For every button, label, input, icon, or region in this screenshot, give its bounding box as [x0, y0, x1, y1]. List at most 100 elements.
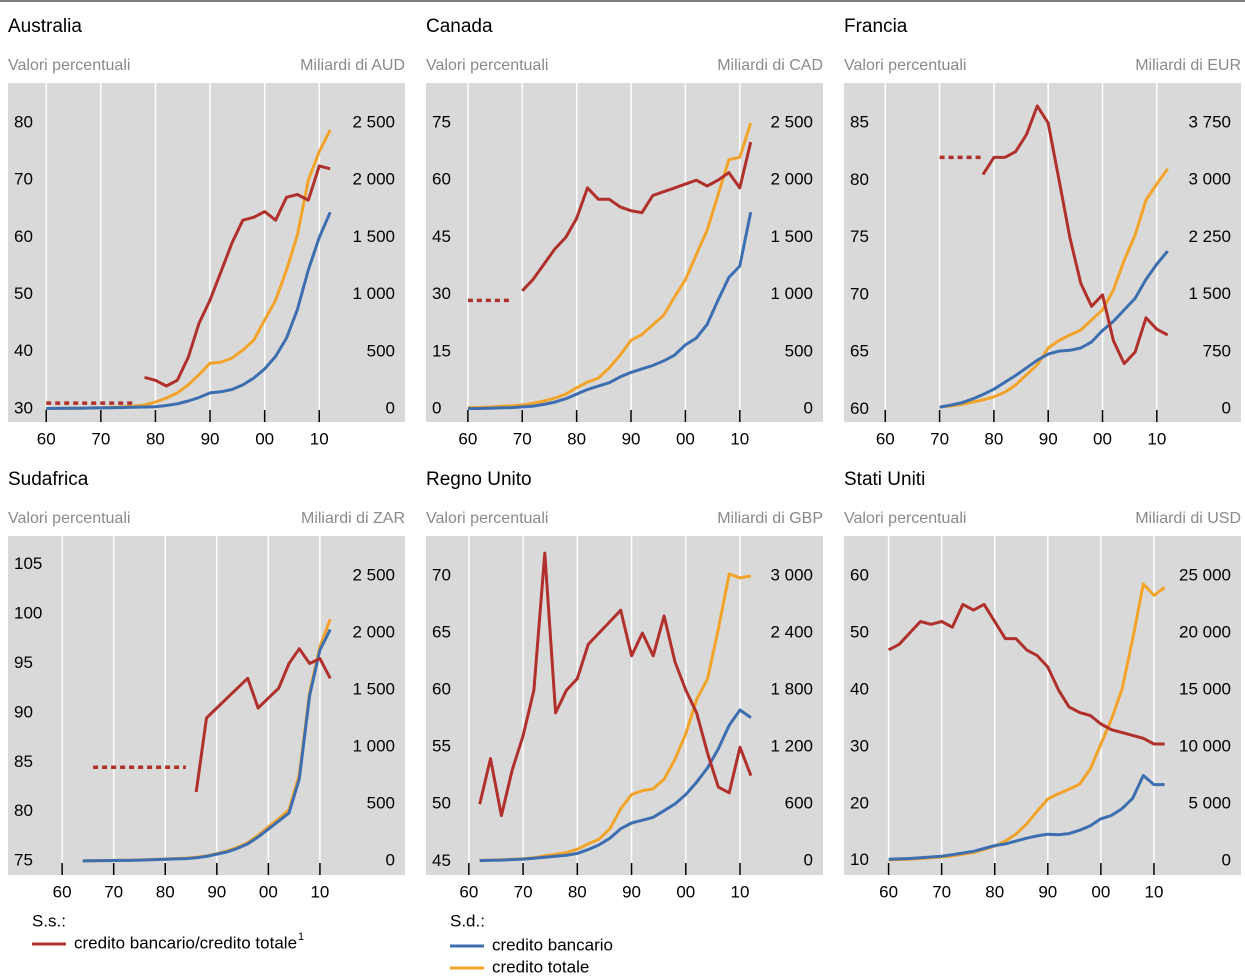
y2-tick-label: 1 000 [770, 284, 813, 303]
y-tick-label: 50 [14, 284, 33, 303]
panel-title: Australia [8, 16, 82, 37]
x-tick-label: 80 [568, 882, 587, 901]
y-axis-label: Valori percentuali [426, 57, 548, 74]
x-tick-label: 10 [310, 429, 329, 448]
y2-tick-label: 600 [785, 794, 813, 813]
x-tick-label: 60 [459, 882, 478, 901]
y2-tick-label: 1 000 [352, 736, 395, 755]
y2-tick-label: 0 [804, 851, 813, 870]
x-tick-label: 00 [1093, 429, 1112, 448]
y-axis-label: Valori percentuali [8, 510, 130, 527]
series-line [887, 602, 1165, 746]
x-tick-label: 10 [730, 429, 749, 448]
y2-tick-label: 2 500 [770, 113, 813, 132]
x-tick-label: 10 [310, 882, 329, 901]
y-tick-label: 70 [850, 284, 869, 303]
x-tick-label: 90 [622, 429, 641, 448]
y2-tick-label: 0 [386, 398, 395, 417]
series-line [888, 774, 1165, 861]
y2-axis-label: Miliardi di EUR [1135, 57, 1241, 74]
x-tick-label: 10 [731, 882, 750, 901]
y2-tick-label: 2 000 [770, 170, 813, 189]
y2-tick-label: 1 500 [770, 227, 813, 246]
y2-tick-label: 0 [804, 398, 813, 417]
x-tick-label: 10 [1147, 429, 1166, 448]
series-line [467, 211, 753, 411]
plot-area [844, 83, 1241, 422]
y-tick-label: 50 [432, 794, 451, 813]
y-axis-label: Valori percentuali [844, 510, 966, 527]
panel-title: Sudafrica [8, 469, 89, 490]
panel-title: Francia [844, 16, 908, 37]
plot-area [426, 83, 823, 422]
y-tick-label: 30 [432, 284, 451, 303]
y-tick-label: 15 [432, 341, 451, 360]
y2-tick-label: 500 [785, 341, 813, 360]
y2-tick-label: 1 800 [770, 679, 813, 698]
x-tick-label: 70 [513, 429, 532, 448]
x-tick-label: 10 [1144, 882, 1163, 901]
x-tick-label: 80 [156, 882, 175, 901]
plot-area [844, 536, 1241, 875]
y-tick-label: 45 [432, 227, 451, 246]
y-tick-label: 30 [850, 736, 869, 755]
series-line [82, 628, 332, 863]
y-tick-label: 45 [432, 851, 451, 870]
y2-axis-label: Miliardi di AUD [300, 57, 405, 74]
x-tick-label: 60 [458, 429, 477, 448]
x-tick-label: 90 [1039, 429, 1058, 448]
y-tick-label: 60 [432, 680, 451, 699]
y2-tick-label: 3 750 [1188, 112, 1231, 131]
x-tick-label: 70 [932, 882, 951, 901]
plot-area [426, 536, 823, 875]
y2-tick-label: 2 500 [352, 113, 395, 132]
y-tick-label: 30 [14, 398, 33, 417]
y2-tick-label: 2 000 [352, 622, 395, 641]
series-line [194, 647, 332, 793]
y2-axis-label: Miliardi di CAD [717, 57, 823, 74]
legend-label: credito bancario/credito totale [74, 933, 297, 952]
y2-tick-label: 1 500 [352, 679, 395, 698]
y-tick-label: 50 [850, 622, 869, 641]
series-line [478, 551, 753, 818]
y-tick-label: 40 [14, 341, 33, 360]
y2-tick-label: 0 [386, 850, 395, 869]
y-tick-label: 90 [14, 702, 33, 721]
y-tick-label: 100 [14, 604, 42, 623]
y-tick-label: 40 [850, 679, 869, 698]
y-tick-label: 75 [850, 227, 869, 246]
x-tick-label: 70 [930, 429, 949, 448]
y2-tick-label: 1 000 [352, 284, 395, 303]
y-tick-label: 75 [432, 113, 451, 132]
legend-footnote: 1 [298, 931, 304, 943]
x-tick-label: 80 [984, 429, 1003, 448]
y2-tick-label: 2 400 [770, 622, 813, 641]
y2-tick-label: 500 [367, 341, 395, 360]
x-tick-label: 00 [676, 429, 695, 448]
legend-title: S.d.: [450, 911, 485, 930]
y2-tick-label: 5 000 [1188, 793, 1231, 812]
y2-tick-label: 10 000 [1179, 736, 1231, 755]
y2-tick-label: 2 250 [1188, 227, 1231, 246]
series-line [144, 164, 331, 388]
y2-tick-label: 25 000 [1179, 565, 1231, 584]
y-tick-label: 80 [14, 113, 33, 132]
y-tick-label: 85 [14, 752, 33, 771]
y-tick-label: 105 [14, 554, 42, 573]
y-tick-label: 80 [850, 170, 869, 189]
y-axis-label: Valori percentuali [426, 510, 548, 527]
y2-tick-label: 1 500 [352, 227, 395, 246]
y2-tick-label: 20 000 [1179, 622, 1231, 641]
plot-area [8, 536, 405, 875]
y-tick-label: 65 [432, 623, 451, 642]
panel-title: Stati Uniti [844, 469, 925, 490]
x-tick-label: 70 [91, 429, 110, 448]
plot-area [8, 83, 405, 422]
legend-label: credito totale [492, 957, 589, 976]
x-tick-label: 60 [876, 429, 895, 448]
x-tick-label: 70 [514, 882, 533, 901]
y2-tick-label: 1 200 [770, 737, 813, 756]
x-tick-label: 00 [1091, 882, 1110, 901]
y-tick-label: 10 [850, 850, 869, 869]
